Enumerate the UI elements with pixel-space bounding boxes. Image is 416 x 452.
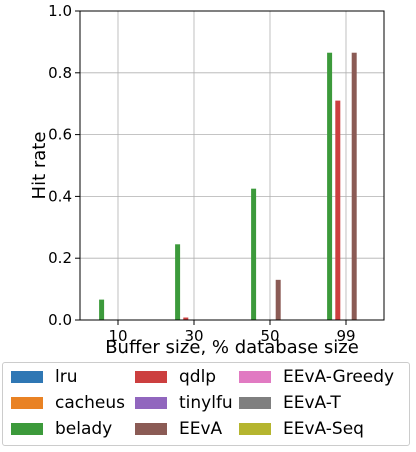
legend-swatch [11,397,43,409]
legend-label: EEvA-T [283,393,341,413]
legend-label: EEvA-Greedy [283,367,395,387]
legend-label: cacheus [55,393,125,413]
legend-label: lru [55,367,78,387]
plot-frame [79,10,385,321]
legend-item-eeva: EEvA [135,419,222,439]
legend-item-tinylfu: tinylfu [135,393,233,413]
legend: lru cacheus belady qdlp tinylfu EEvA EEvA-Gree… [2,362,410,446]
bar-belady-99 [327,52,333,321]
y-tick-label: 0.8 [48,64,72,82]
x-tick-label: 99 [336,327,355,345]
ticks: 0.0 0.2 0.4 0.6 0.8 1.0 10 30 50 99 [48,2,355,345]
legend-item-eeva-seq: EEvA-Seq [239,419,364,439]
legend-swatch [135,371,167,383]
legend-swatch [239,397,271,409]
legend-item-eeva-t: EEvA-T [239,393,341,413]
legend-swatch [239,423,271,435]
bar-belady-10 [99,299,105,320]
legend-swatch [135,423,167,435]
bar-eeva-50 [275,279,281,320]
bar-belady-30 [175,244,181,320]
legend-label: qdlp [179,367,217,387]
legend-label: EEvA [179,419,223,439]
x-tick-label: 10 [108,327,127,345]
bar-eeva-99 [351,52,357,321]
legend-item-qdlp: qdlp [135,367,216,387]
legend-label: EEvA-Seq [283,419,364,439]
legend-item-cacheus: cacheus [11,393,125,413]
y-tick-label: 0.6 [48,126,72,144]
legend-label: belady [55,419,113,439]
y-tick-label: 0.0 [48,311,72,329]
legend-swatch [11,371,43,383]
y-tick-label: 1.0 [48,2,72,20]
bar-belady-50 [251,188,257,320]
legend-item-belady: belady [11,419,112,439]
legend-label: tinylfu [179,393,233,413]
x-tick-label: 50 [260,327,279,345]
legend-item-lru: lru [11,367,78,387]
legend-item-eeva-greedy: EEvA-Greedy [239,367,394,387]
legend-swatch [11,423,43,435]
bar-qdlp-99 [335,100,341,320]
y-axis-label: Hit rate [29,132,50,200]
y-tick-label: 0.2 [48,249,72,267]
chart: 0.0 0.2 0.4 0.6 0.8 1.0 10 30 50 99 Hit rate Buff… [29,2,385,358]
x-tick-label: 30 [184,327,203,345]
legend-swatch [239,371,271,383]
y-tick-label: 0.4 [48,187,72,205]
bar-qdlp-30 [183,317,189,320]
x-axis-label: Buffer size, % database size [105,337,359,358]
legend-swatch [135,397,167,409]
bars [99,52,357,321]
